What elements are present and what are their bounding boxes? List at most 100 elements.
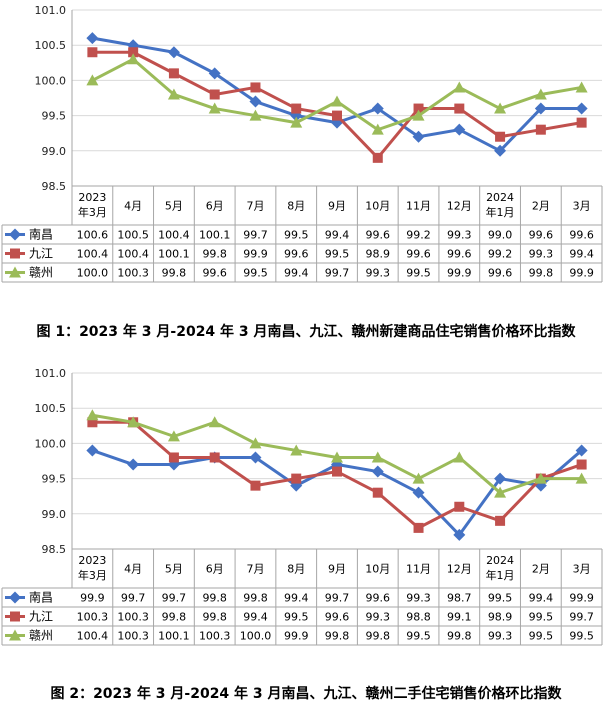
c1-category-label: 年3月 xyxy=(78,205,107,219)
c2-data-point xyxy=(250,480,261,491)
c1-category-label: 年1月 xyxy=(486,205,515,219)
c2-category-label: 9月 xyxy=(328,563,346,576)
c1-table-cell: 99.9 xyxy=(569,267,594,280)
c1-data-point xyxy=(575,81,588,93)
c2-data-point xyxy=(412,472,425,484)
c1-ytick-label: 99.5 xyxy=(42,110,67,123)
c1-data-point xyxy=(128,47,139,58)
c2-table-cell: 99.7 xyxy=(162,592,187,605)
c2-data-point xyxy=(168,452,179,463)
c1-data-point xyxy=(413,103,424,114)
c2-series-name: 南昌 xyxy=(29,590,53,605)
c2-category-label: 4月 xyxy=(124,563,142,576)
c2-data-point xyxy=(290,444,303,456)
c1-data-point xyxy=(87,47,98,58)
c2-category-label: 2月 xyxy=(532,563,550,576)
c1-data-point xyxy=(454,103,465,114)
c2-data-point xyxy=(371,451,384,463)
c2-table-cell: 99.5 xyxy=(569,630,594,643)
c2-data-point xyxy=(576,459,587,470)
c2-table-cell: 100.3 xyxy=(199,630,231,643)
c2-series-name: 九江 xyxy=(29,610,53,624)
c2-data-point xyxy=(372,487,383,498)
c1-table-cell: 99.6 xyxy=(284,248,309,261)
c2-ytick-label: 100.0 xyxy=(35,437,67,450)
c2-table-cell: 99.8 xyxy=(325,630,350,643)
c2-ytick-label: 99.5 xyxy=(42,473,67,486)
c1-legend-key-marker xyxy=(9,266,21,278)
c2-table-cell: 99.8 xyxy=(202,592,227,605)
c1-table-cell: 99.0 xyxy=(488,229,513,242)
c2-table-cell: 98.7 xyxy=(447,592,472,605)
c2-category-label: 6月 xyxy=(206,563,224,576)
c2-table-cell: 99.7 xyxy=(121,592,146,605)
c1-table-cell: 99.3 xyxy=(529,248,554,261)
c1-data-point xyxy=(208,102,221,114)
c1-data-point xyxy=(127,53,140,65)
c1-data-point xyxy=(453,81,466,93)
c1-table-cell: 99.7 xyxy=(325,267,350,280)
c1-data-point xyxy=(412,109,425,121)
c2-table-cell: 99.5 xyxy=(488,592,513,605)
c2-table-cell: 99.8 xyxy=(447,630,472,643)
c2-category-label: 2023 xyxy=(78,554,106,567)
c1-data-point xyxy=(167,46,180,59)
c1-category-label: 9月 xyxy=(328,200,346,213)
c1-table-cell: 99.2 xyxy=(406,229,431,242)
c1-table-cell: 99.8 xyxy=(202,248,227,261)
c1-table-cell: 99.6 xyxy=(569,229,594,242)
c2-table-cell: 99.1 xyxy=(447,611,472,624)
c2-table-cell: 99.8 xyxy=(202,611,227,624)
c2-data-point xyxy=(575,472,588,484)
c2-data-point xyxy=(453,528,466,541)
c1-ytick-label: 99.0 xyxy=(42,145,67,158)
c2-legend-key-marker xyxy=(9,591,21,604)
c1-category-label: 2024 xyxy=(486,191,514,204)
c2-table-cell: 99.3 xyxy=(488,630,513,643)
c2-data-point xyxy=(249,437,262,449)
c1-data-point xyxy=(86,74,99,86)
c2-table-cell: 99.8 xyxy=(243,592,268,605)
c1-series-name: 九江 xyxy=(29,247,53,261)
c1-table-cell: 99.5 xyxy=(406,267,431,280)
c2-table-cell: 100.3 xyxy=(77,611,109,624)
c2-data-point xyxy=(534,472,547,484)
c1-data-point xyxy=(290,116,303,128)
c1-table-cell: 99.6 xyxy=(406,248,431,261)
c2-table-cell: 100.3 xyxy=(117,630,149,643)
c2-category-label: 7月 xyxy=(246,563,264,576)
c1-table-cell: 99.6 xyxy=(488,267,513,280)
c2-data-point xyxy=(249,451,262,464)
c1-table-cell: 99.9 xyxy=(447,267,472,280)
c2-data-point xyxy=(413,522,424,533)
c2-data-point xyxy=(495,515,506,526)
c1-table-cell: 99.4 xyxy=(325,229,350,242)
c2-category-label: 年1月 xyxy=(486,568,515,582)
c1-category-label: 4月 xyxy=(124,200,142,213)
c2-legend-key-marker xyxy=(10,611,20,622)
c2-table-cell: 99.7 xyxy=(325,592,350,605)
c1-ytick-label: 100.5 xyxy=(35,39,67,52)
c2-data-point xyxy=(209,452,220,463)
c2-table-cell: 99.9 xyxy=(569,592,594,605)
c1-table-cell: 99.8 xyxy=(529,267,554,280)
c2-table-cell: 99.6 xyxy=(325,611,350,624)
c1-table-cell: 100.4 xyxy=(158,229,190,242)
c1-table-cell: 100.1 xyxy=(199,229,231,242)
c1-legend-key-marker xyxy=(9,228,21,241)
c1-data-point xyxy=(534,88,547,100)
c2-table-cell: 99.9 xyxy=(284,630,309,643)
c2-table-cell: 99.6 xyxy=(366,592,391,605)
c2-data-point xyxy=(454,501,465,512)
c2-data-point xyxy=(291,473,302,484)
c2-data-point xyxy=(208,416,221,428)
c2-data-point xyxy=(371,465,384,478)
c1-data-point xyxy=(575,102,588,115)
c2-data-point xyxy=(86,409,99,421)
c2-data-point xyxy=(412,486,425,499)
c1-table-cell: 100.3 xyxy=(117,267,149,280)
c2-table-cell: 99.4 xyxy=(243,611,268,624)
c2-category-label: 2024 xyxy=(486,554,514,567)
c1-table-cell: 99.3 xyxy=(447,229,472,242)
